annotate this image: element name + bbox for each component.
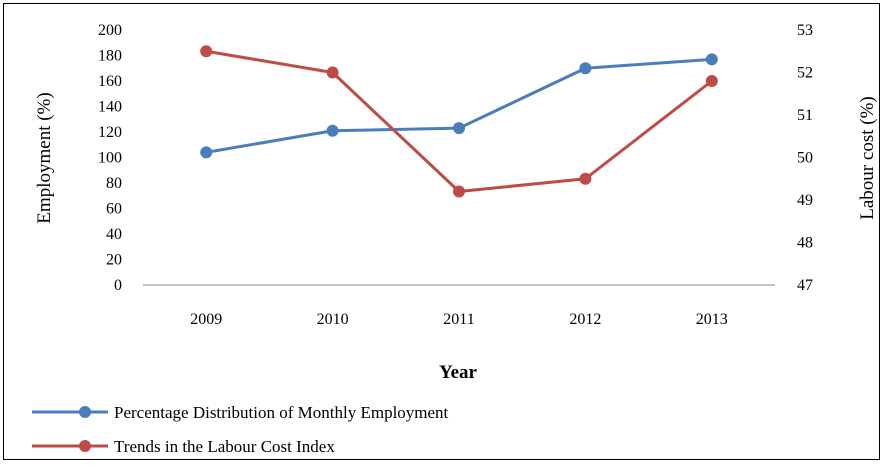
left-axis-ticks: 0 20 40 60 80 100 120 140 160 180 200 [98,22,122,294]
x-tick-label: 2009 [190,311,222,328]
series-employment [200,53,718,159]
data-point [579,172,592,185]
data-point [579,62,592,75]
data-point [200,146,213,159]
x-axis-title: Year [439,362,478,383]
y-tick-label: 200 [98,22,122,39]
x-tick-label: 2011 [443,311,474,328]
legend: Percentage Distribution of Monthly Emplo… [32,403,449,456]
x-tick-label: 2012 [569,311,601,328]
legend-item-employment: Percentage Distribution of Monthly Emplo… [32,403,449,422]
series-labour-cost [200,45,718,198]
x-axis-ticks: 2009 2010 2011 2012 2013 [190,311,728,328]
y2-tick-label: 49 [797,192,813,209]
y-axis-title: Employment (%) [34,92,55,223]
right-axis-ticks: 47 48 49 50 51 52 53 [797,22,813,294]
series-line [205,49,713,193]
legend-item-labour-cost: Trends in the Labour Cost Index [32,437,335,456]
y-tick-label: 180 [98,48,122,65]
y2-tick-label: 48 [797,235,813,252]
y-tick-label: 160 [98,73,122,90]
y2-tick-label: 50 [797,150,813,167]
data-point [453,185,465,198]
y-tick-label: 0 [114,277,122,294]
x-tick-label: 2013 [696,311,728,328]
y-tick-label: 120 [98,124,122,141]
chart-frame [3,3,880,460]
legend-label-labour-cost: Trends in the Labour Cost Index [114,437,335,456]
y2-tick-label: 52 [797,65,813,82]
y-tick-label: 80 [106,175,122,192]
data-point [326,124,339,137]
y2-tick-label: 51 [797,107,813,124]
data-point [705,75,718,87]
data-point [705,53,718,66]
y2-axis-title: Labour cost (%) [857,96,878,219]
y2-tick-label: 47 [797,277,813,294]
y-tick-label: 20 [106,252,122,269]
y-tick-label: 60 [106,201,122,218]
y2-tick-label: 53 [797,22,813,39]
y-tick-label: 140 [98,99,122,116]
y-tick-label: 100 [98,150,122,167]
y-tick-label: 40 [106,226,122,243]
data-point [453,122,465,135]
legend-label-employment: Percentage Distribution of Monthly Emplo… [114,403,449,422]
series-layer [200,45,718,198]
x-tick-label: 2010 [317,311,349,328]
data-point [200,45,213,58]
data-point [326,66,339,79]
